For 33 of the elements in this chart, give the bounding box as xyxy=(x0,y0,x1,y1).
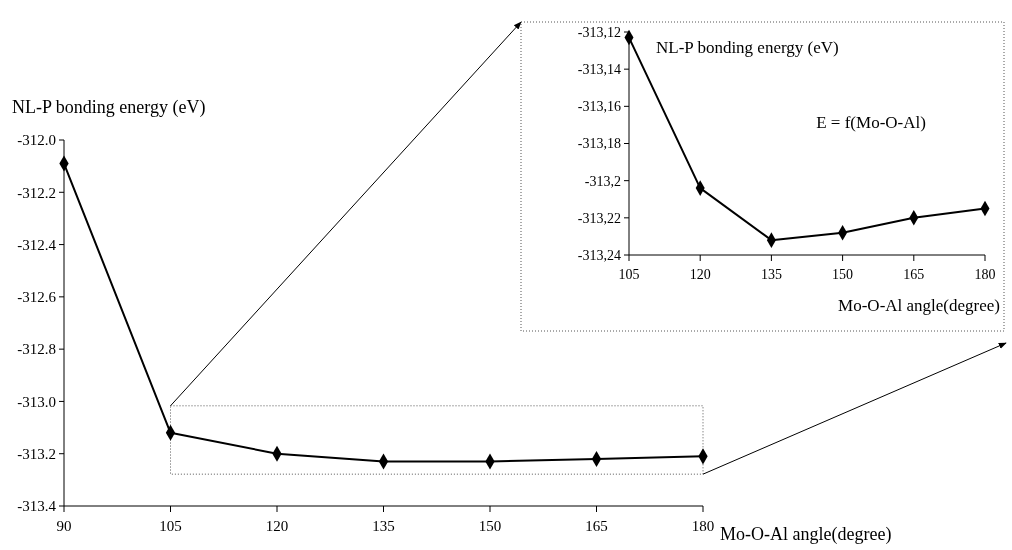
y-tick-label: -313,12 xyxy=(577,24,621,40)
annotation: E = f(Mo-O-Al) xyxy=(816,112,926,132)
x-tick-label: 150 xyxy=(832,267,854,282)
y-tick-label: -313,14 xyxy=(577,62,621,78)
y-tick-label: -313.0 xyxy=(17,393,56,410)
x-tick-label: 105 xyxy=(618,267,640,282)
y-tick-label: -313,18 xyxy=(577,136,621,152)
x-tick-label: 135 xyxy=(372,518,395,534)
y-tick-label: -313,2 xyxy=(584,173,621,189)
y-tick-label: -312.2 xyxy=(17,184,56,201)
y-tick-label: -313,22 xyxy=(577,210,621,226)
y-tick-label: -313,24 xyxy=(577,247,621,263)
x-tick-label: 120 xyxy=(265,518,289,534)
x-axis-title: Mo-O-Al angle(degree) xyxy=(720,524,892,545)
x-tick-label: 135 xyxy=(760,267,782,282)
x-axis-title: Mo-O-Al angle(degree) xyxy=(838,296,1000,315)
y-tick-label: -313,16 xyxy=(577,99,621,115)
y-axis-title: NL-P bonding energy (eV) xyxy=(656,38,839,57)
x-tick-label: 120 xyxy=(689,267,711,282)
x-tick-label: 180 xyxy=(974,267,996,282)
y-axis-title: NL-P bonding energy (eV) xyxy=(12,97,206,118)
x-tick-label: 165 xyxy=(903,267,925,282)
x-tick-label: 90 xyxy=(56,518,72,534)
x-tick-label: 165 xyxy=(585,518,608,534)
y-tick-label: -312.4 xyxy=(17,236,57,253)
y-tick-label: -313.2 xyxy=(17,445,56,462)
y-tick-label: -312.0 xyxy=(17,132,56,149)
y-tick-label: -313.4 xyxy=(17,498,57,515)
x-tick-label: 105 xyxy=(159,518,182,534)
x-tick-label: 180 xyxy=(691,518,715,534)
x-tick-label: 150 xyxy=(478,518,502,534)
y-tick-label: -312.6 xyxy=(17,289,57,306)
y-tick-label: -312.8 xyxy=(17,341,56,358)
